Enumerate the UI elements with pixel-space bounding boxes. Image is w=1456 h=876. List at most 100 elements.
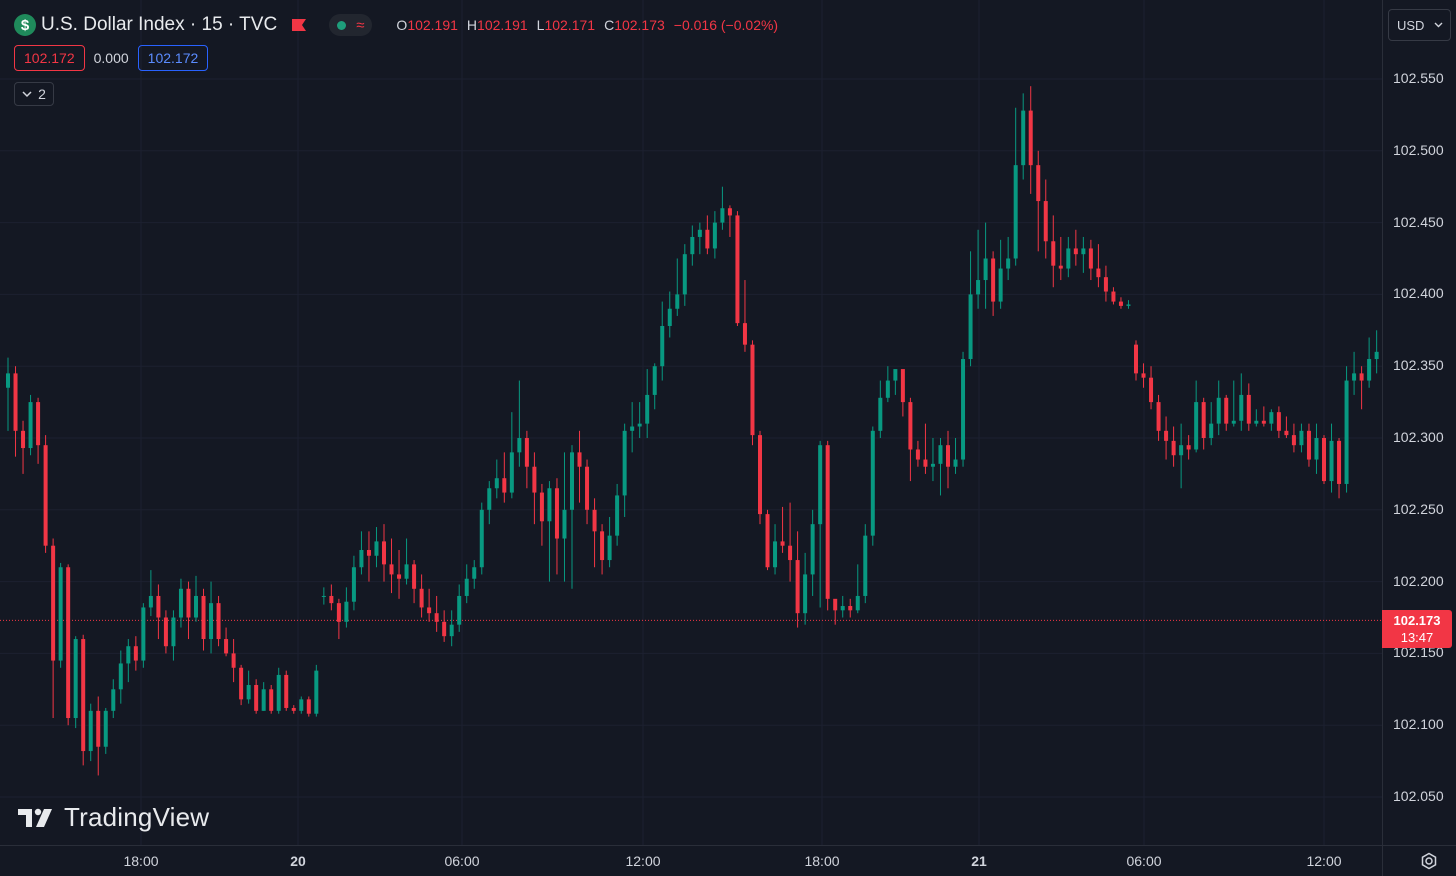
candle-body: [855, 595, 860, 611]
candle-down: [254, 679, 259, 714]
candle-down: [442, 610, 447, 642]
candle-down: [1156, 394, 1161, 441]
candle-down: [923, 423, 928, 474]
candle-body: [88, 710, 93, 752]
candle-down: [51, 538, 56, 719]
indicators-toggle-button[interactable]: 2: [14, 82, 54, 106]
candle-body: [1231, 420, 1236, 424]
candlestick-chart[interactable]: [0, 0, 1382, 845]
candle-body: [1088, 248, 1093, 269]
dollar-icon[interactable]: $: [14, 14, 36, 36]
candle-body: [427, 607, 432, 614]
currency-select[interactable]: USD: [1388, 9, 1451, 41]
candle-down: [1051, 215, 1056, 288]
candle-body: [449, 624, 454, 637]
candle-body: [930, 463, 935, 467]
candle-down: [833, 598, 838, 625]
candle-body: [660, 325, 665, 367]
candle-down: [1186, 435, 1191, 460]
candle-body: [28, 402, 33, 449]
candle-body: [43, 445, 48, 546]
candle-body: [389, 564, 394, 575]
candle-up: [1013, 107, 1018, 266]
candle-body: [1043, 201, 1048, 242]
candle-body: [705, 229, 710, 249]
candle-body: [201, 595, 206, 640]
time-axis[interactable]: 18:00 20 06:00 12:00 18:00 21 06:00 12:00: [0, 845, 1382, 876]
candle-body: [645, 394, 650, 424]
settings-icon[interactable]: [1420, 852, 1438, 870]
candle-body: [276, 674, 281, 711]
chevron-down-icon: [1434, 22, 1443, 28]
candle-up: [840, 595, 845, 618]
candle-up: [1329, 423, 1334, 493]
candle-up: [209, 581, 214, 654]
candle-up: [855, 564, 860, 614]
candle-body: [344, 601, 349, 622]
candle-up: [111, 679, 116, 719]
candle-down: [1261, 406, 1266, 427]
sell-price-button[interactable]: 102.172: [14, 45, 85, 71]
candle-down: [96, 696, 101, 776]
candle-body: [291, 707, 296, 711]
candle-up: [344, 587, 349, 628]
candle-body: [810, 524, 815, 575]
chart-pane[interactable]: $ U.S. Dollar Index · 15 · TVC ≈ O102.19…: [0, 0, 1382, 845]
candle-up: [1239, 373, 1244, 431]
candle-up: [803, 552, 808, 625]
candle-down: [758, 430, 762, 525]
candle-body: [366, 550, 371, 556]
market-status-icon[interactable]: ≈: [329, 14, 373, 36]
candle-body: [720, 208, 725, 223]
candle-up: [1081, 236, 1086, 273]
buy-price-button[interactable]: 102.172: [137, 45, 209, 71]
candle-body: [517, 438, 522, 453]
candle-body: [1164, 430, 1169, 441]
candle-body: [1337, 440, 1342, 484]
candle-up: [1254, 409, 1259, 427]
candle-body: [457, 595, 462, 625]
flag-icon[interactable]: [291, 18, 307, 32]
candle-down: [1322, 435, 1326, 484]
open-value: 102.191: [407, 17, 458, 33]
candle-down: [201, 588, 206, 651]
candle-body: [442, 621, 447, 637]
time-tick-label: 12:00: [625, 853, 661, 869]
time-tick-label: 21: [971, 853, 987, 869]
candle-down: [1149, 366, 1154, 410]
candle-body: [923, 459, 928, 467]
candle-up: [645, 369, 650, 438]
price-change: −0.016 (−0.02%): [673, 17, 779, 33]
candle-down: [1036, 150, 1041, 252]
candle-body: [1276, 412, 1281, 431]
candle-body: [397, 574, 402, 579]
market-open-dot-icon: [337, 20, 347, 30]
candle-up: [351, 555, 356, 611]
candle-body: [1374, 351, 1379, 360]
price-tick-label: 102.400: [1393, 285, 1444, 302]
candle-body: [592, 509, 597, 532]
candle-up: [1374, 330, 1379, 374]
candle-down: [1103, 265, 1108, 302]
candle-body: [727, 208, 732, 216]
candle-up: [976, 229, 981, 309]
candle-body: [1306, 430, 1311, 460]
candle-body: [1066, 248, 1071, 269]
candle-down: [21, 420, 26, 474]
candle-down: [412, 560, 417, 604]
candle-up: [472, 560, 477, 589]
candle-up: [1344, 366, 1349, 493]
candle-body: [194, 595, 198, 618]
price-axis[interactable]: 102.050 102.100 102.150 102.200 102.250 102.3…: [1382, 0, 1456, 845]
candle-up: [893, 369, 898, 395]
candle-body: [976, 280, 981, 295]
candle-down: [750, 340, 755, 446]
candle-up: [299, 696, 304, 714]
candle-down: [1171, 426, 1176, 467]
candle-body: [524, 438, 529, 467]
candle-body: [765, 514, 770, 568]
symbol-title[interactable]: U.S. Dollar Index · 15 · TVC: [41, 14, 278, 35]
candle-body: [1028, 110, 1033, 166]
candle-body: [532, 466, 537, 493]
candle-body: [637, 423, 642, 427]
